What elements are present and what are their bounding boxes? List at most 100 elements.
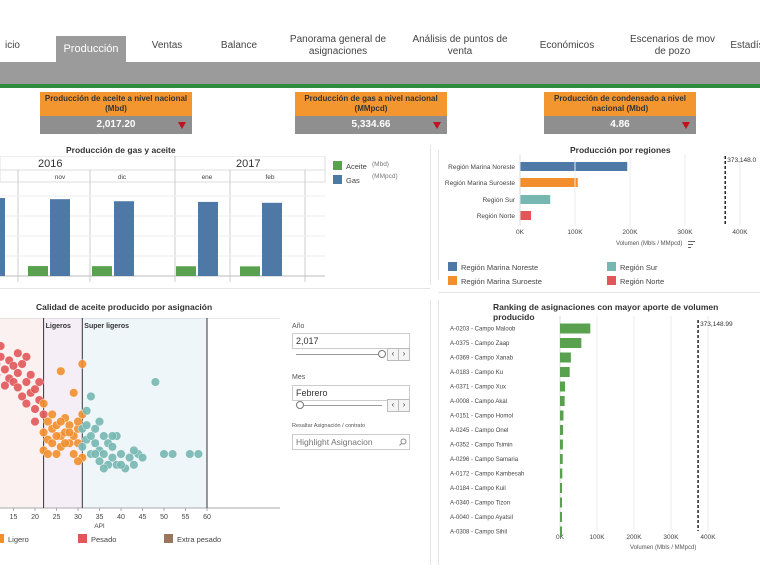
point-pesado[interactable] — [21, 377, 31, 387]
point-ligero[interactable] — [73, 456, 83, 466]
gas-bar-feb[interactable] — [262, 202, 282, 276]
point-pesado[interactable] — [8, 361, 19, 371]
point-super-ligero[interactable] — [185, 449, 195, 459]
rank-bar-5[interactable] — [560, 396, 565, 406]
rank-bar-4[interactable] — [560, 381, 566, 392]
aceite-bar-feb[interactable] — [240, 266, 260, 276]
tab-ventas[interactable]: Ventas — [151, 40, 183, 51]
point-super-ligero[interactable] — [99, 449, 109, 459]
point-super-ligero[interactable] — [82, 406, 92, 416]
point-super-ligero[interactable] — [90, 438, 100, 448]
point-super-ligero[interactable] — [99, 463, 109, 473]
month-next-button[interactable]: › — [398, 399, 410, 412]
month-slider-track[interactable] — [296, 405, 382, 406]
rank-bar-7[interactable] — [560, 425, 564, 435]
point-super-ligero[interactable] — [90, 424, 100, 434]
gas-bar-ene[interactable] — [198, 201, 218, 276]
gas-bar-partial[interactable] — [0, 198, 5, 276]
point-super-ligero[interactable] — [90, 449, 100, 459]
rank-bar-1[interactable] — [560, 338, 582, 348]
point-super-ligero[interactable] — [159, 449, 169, 459]
point-super-ligero[interactable] — [86, 431, 96, 441]
sort-icon[interactable] — [688, 241, 696, 248]
point-super-ligero[interactable] — [129, 445, 139, 455]
point-pesado[interactable] — [26, 370, 36, 380]
tab-balance[interactable]: Balance — [220, 40, 258, 51]
point-super-ligero[interactable] — [94, 417, 104, 427]
point-super-ligero[interactable] — [107, 442, 117, 452]
point-super-ligero[interactable] — [86, 391, 96, 401]
point-ligero[interactable] — [47, 409, 57, 419]
point-ligero[interactable] — [39, 399, 49, 409]
region-bar-3[interactable] — [520, 211, 531, 220]
month-slider-handle[interactable] — [296, 401, 304, 409]
rank-bar-13[interactable] — [560, 512, 562, 522]
point-pesado[interactable] — [0, 341, 6, 351]
point-super-ligero[interactable] — [116, 449, 126, 459]
rank-bar-12[interactable] — [560, 497, 562, 508]
tab-inicio[interactable]: icio — [4, 40, 20, 51]
point-ligero[interactable] — [43, 449, 53, 459]
point-ligero[interactable] — [56, 366, 66, 376]
point-ligero[interactable] — [77, 359, 87, 369]
rank-bar-0[interactable] — [560, 323, 591, 334]
rank-bar-14[interactable] — [560, 526, 562, 537]
point-pesado[interactable] — [0, 381, 10, 391]
point-ligero[interactable] — [52, 431, 62, 441]
region-bar-0[interactable] — [520, 162, 628, 171]
point-pesado[interactable] — [21, 399, 31, 409]
point-super-ligero[interactable] — [137, 453, 147, 463]
point-super-ligero[interactable] — [82, 420, 92, 430]
point-pesado[interactable] — [0, 360, 1, 369]
point-ligero[interactable] — [64, 427, 74, 437]
point-pesado[interactable] — [34, 377, 44, 387]
point-super-ligero[interactable] — [107, 453, 117, 463]
point-ligero[interactable] — [60, 438, 70, 448]
rank-bar-10[interactable] — [560, 468, 563, 479]
point-ligero[interactable] — [73, 417, 83, 427]
rank-bar-8[interactable] — [560, 439, 563, 450]
point-pesado[interactable] — [0, 364, 10, 374]
point-pesado[interactable] — [30, 384, 40, 394]
month-filter-value[interactable]: Febrero — [292, 385, 410, 401]
point-ligero[interactable] — [39, 427, 49, 437]
gas-bar-nov[interactable] — [50, 199, 70, 276]
point-super-ligero[interactable] — [168, 449, 178, 459]
point-pesado[interactable] — [30, 417, 40, 427]
gas-bar-dic[interactable] — [114, 201, 134, 276]
rank-bar-9[interactable] — [560, 454, 563, 464]
point-super-ligero[interactable] — [129, 460, 139, 470]
aceite-bar-dic[interactable] — [92, 266, 112, 276]
point-ligero[interactable] — [47, 438, 57, 448]
rank-bar-3[interactable] — [560, 367, 570, 377]
rank-bar-2[interactable] — [560, 352, 571, 363]
point-ligero[interactable] — [43, 417, 53, 427]
point-pesado[interactable] — [13, 382, 23, 392]
aceite-bar-nov[interactable] — [28, 266, 48, 276]
aceite-bar-ene[interactable] — [176, 266, 196, 276]
highlight-input[interactable] — [292, 434, 410, 450]
tab-escenarios[interactable]: Escenarios de mov de pozo — [629, 34, 716, 57]
year-filter-value[interactable]: 2,017 — [292, 333, 410, 349]
point-pesado[interactable] — [30, 404, 40, 414]
point-ligero[interactable] — [69, 449, 79, 459]
point-super-ligero[interactable] — [125, 453, 135, 463]
point-super-ligero[interactable] — [116, 460, 126, 470]
year-slider-track[interactable] — [296, 354, 382, 355]
point-super-ligero[interactable] — [94, 456, 104, 466]
point-pesado[interactable] — [13, 368, 23, 378]
point-pesado[interactable] — [13, 348, 23, 358]
point-pesado[interactable] — [21, 352, 31, 362]
region-bar-1[interactable] — [520, 178, 578, 187]
point-pesado[interactable] — [0, 371, 1, 380]
tab-analisis[interactable]: Análisis de puntos de venta — [412, 34, 508, 57]
point-super-ligero[interactable] — [77, 442, 87, 452]
tab-economicos[interactable]: Económicos — [539, 40, 595, 51]
point-super-ligero[interactable] — [107, 431, 117, 441]
point-super-ligero[interactable] — [150, 377, 160, 387]
point-ligero[interactable] — [69, 388, 79, 398]
tab-panorama[interactable]: Panorama general de asignaciones — [289, 34, 387, 57]
point-ligero[interactable] — [56, 417, 66, 427]
point-pesado[interactable] — [17, 359, 27, 369]
tab-produccion[interactable]: Producción — [56, 36, 126, 62]
